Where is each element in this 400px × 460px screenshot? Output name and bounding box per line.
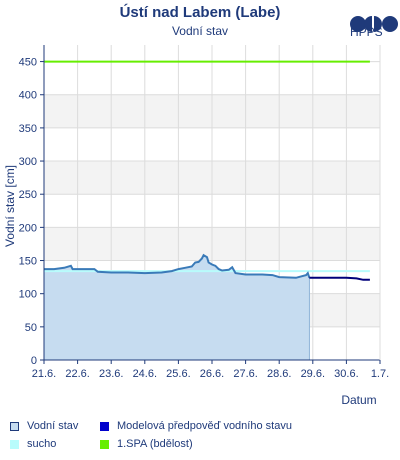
tick-labels: 0 50 100 150 200 250 300 350 400 450 21.6. 22.6. 23.…: [19, 57, 390, 380]
x-tick-label: 1.7.: [371, 368, 389, 380]
y-tick-label: 50: [25, 322, 37, 334]
series-layer: [44, 60, 370, 360]
water-level-chart: 0 50 100 150 200 250 300 350 400 450 21.6. 22.6. 23.…: [3, 45, 390, 407]
y-tick-label: 200: [19, 222, 37, 234]
y-tick-label: 450: [19, 57, 37, 69]
y-axis-label: Vodní stav [cm]: [3, 165, 17, 247]
axes: [40, 45, 381, 364]
legend-label: 1.SPA (bdělost): [117, 438, 193, 450]
y-tick-label: 100: [19, 289, 37, 301]
legend-item-vodni-stav: Vodní stav: [10, 420, 78, 432]
x-tick-label: 24.6.: [133, 368, 157, 380]
x-tick-label: 26.6.: [200, 368, 224, 380]
x-tick-label: 28.6.: [267, 368, 291, 380]
y-tick-label: 400: [19, 90, 37, 102]
x-tick-label: 25.6.: [166, 368, 190, 380]
legend-item-spa1: 1.SPA (bdělost): [100, 438, 193, 450]
series-1-line: [309, 276, 370, 281]
legend-item-sucho: sucho: [10, 438, 56, 450]
legend: Vodní stav Modelová předpověď vodního st…: [0, 418, 400, 458]
logo-text: HPPS: [350, 25, 383, 39]
chart-subtitle: Vodní stav: [171, 24, 229, 38]
x-tick-label: 22.6.: [65, 368, 89, 380]
x-tick-label: 30.6.: [334, 368, 358, 380]
legend-swatch: [10, 421, 19, 431]
legend-label: Modelová předpověď vodního stavu: [117, 420, 292, 432]
y-tick-label: 0: [31, 355, 37, 367]
x-tick-label: 27.6.: [233, 368, 257, 380]
chart-title: Ústí nad Labem (Labe): [119, 4, 281, 21]
hpps-logo-icon: [350, 16, 398, 32]
y-tick-label: 150: [19, 256, 37, 268]
legend-swatch: [10, 439, 19, 449]
x-tick-label: 29.6.: [301, 368, 325, 380]
y-tick-label: 350: [19, 123, 37, 135]
legend-item-forecast: Modelová předpověď vodního stavu: [100, 420, 292, 432]
y-tick-label: 250: [19, 189, 37, 201]
legend-label: Vodní stav: [27, 420, 79, 432]
legend-swatch: [100, 439, 109, 449]
y-tick-label: 300: [19, 156, 37, 168]
series-0-area: [44, 255, 310, 360]
x-tick-label: 21.6.: [32, 368, 56, 380]
legend-swatch: [100, 421, 109, 431]
series-0-line: [44, 253, 311, 279]
x-axis-label: Datum: [341, 393, 376, 407]
x-tick-label: 23.6.: [99, 368, 123, 380]
legend-label: sucho: [27, 438, 57, 450]
